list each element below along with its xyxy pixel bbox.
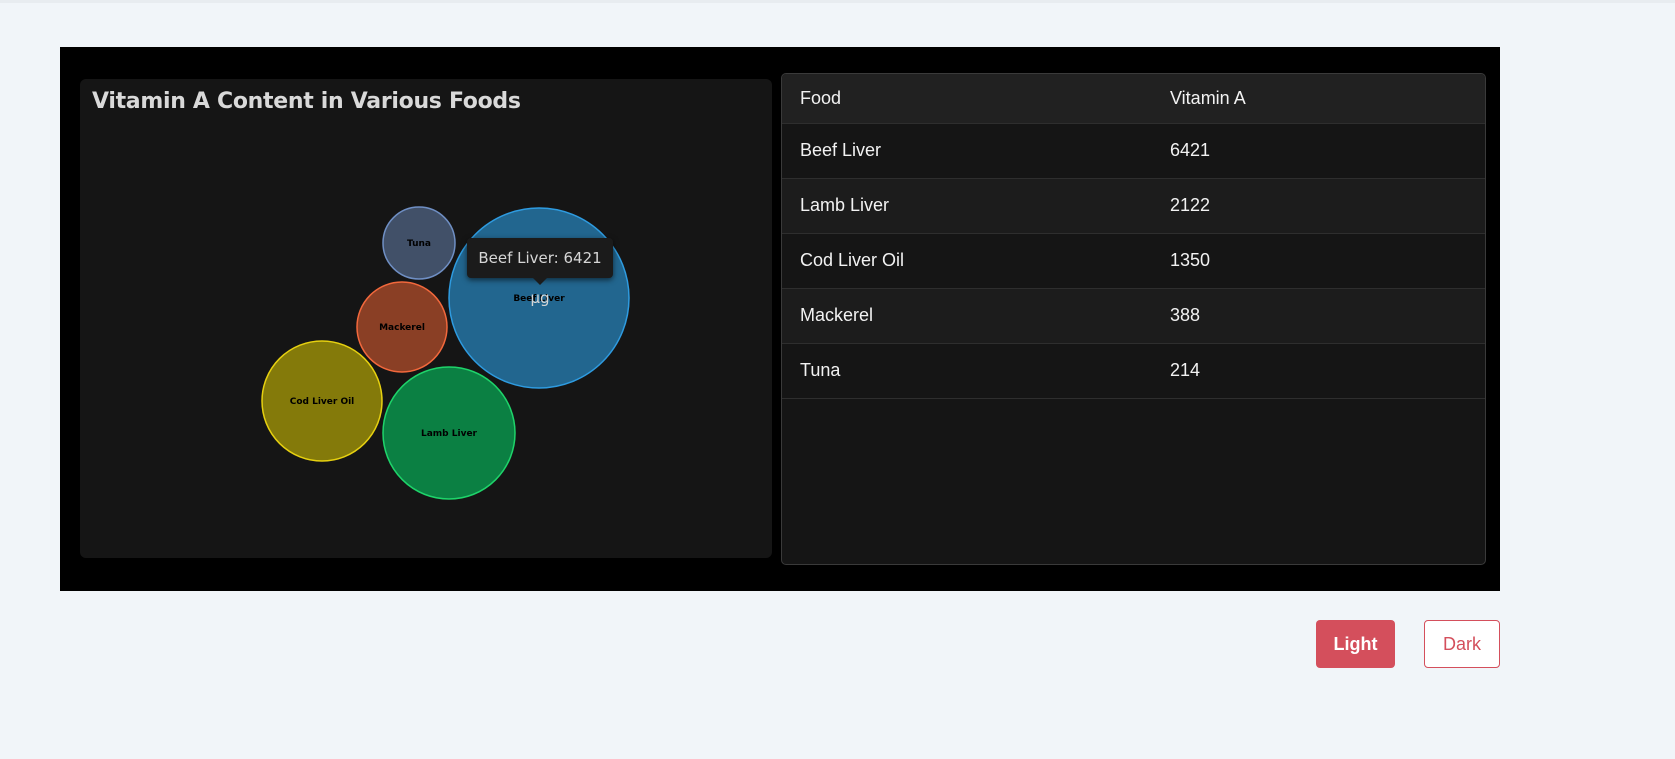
column-header-vitamin-a[interactable]: Vitamin A [1170,87,1246,108]
cell-value: 6421 [1170,140,1211,160]
cell-food: Tuna [800,360,841,380]
dashboard-frame: Vitamin A Content in Various Foods Beef … [60,47,1500,591]
bubble-lamb-liver[interactable]: Lamb Liver [382,366,516,500]
svg-text:Tuna: Tuna [407,239,431,249]
cell-food: Lamb Liver [800,195,890,215]
column-header-food[interactable]: Food [800,87,842,108]
chart-title: Vitamin A Content in Various Foods [92,89,521,114]
table-row: Tuna 214 [782,343,1485,398]
svg-text:Lamb Liver: Lamb Liver [421,429,478,439]
cell-food: Mackerel [800,305,874,325]
table-row: Mackerel 388 [782,288,1485,343]
chart-card: Vitamin A Content in Various Foods Beef … [80,79,772,558]
bubble-tuna[interactable]: Tuna [382,206,456,280]
vitamin-table: Food Vitamin A Beef Liver 6421 Lamb Live… [782,74,1485,399]
bubble-cod-liver-oil[interactable]: Cod Liver Oil [261,340,383,462]
cell-value: 388 [1170,305,1201,325]
data-table-card: Food Vitamin A Beef Liver 6421 Lamb Live… [781,73,1486,565]
svg-text:Mackerel: Mackerel [379,323,425,333]
bubble-chart: Beef Liver Lamb Liver Cod Liver Oil Mack… [261,206,630,500]
table-row: Cod Liver Oil 1350 [782,233,1485,288]
cell-food: Beef Liver [800,140,882,160]
svg-text:Cod Liver Oil: Cod Liver Oil [290,397,355,407]
cell-value: 214 [1170,360,1201,380]
dark-theme-button[interactable]: Dark [1424,620,1500,668]
chart-tooltip: Beef Liver: 6421 µg [467,238,613,307]
svg-text:Beef Liver: Beef Liver [513,294,565,304]
table-row: Lamb Liver 2122 [782,178,1485,233]
table-row: Beef Liver 6421 [782,123,1485,178]
bubble-mackerel[interactable]: Mackerel [356,281,448,373]
cell-value: 2122 [1170,195,1211,215]
cell-food: Cod Liver Oil [800,250,905,270]
light-theme-button[interactable]: Light [1316,620,1395,668]
top-strip [0,0,1675,3]
table-header-row: Food Vitamin A [782,74,1485,123]
cell-value: 1350 [1170,250,1211,270]
